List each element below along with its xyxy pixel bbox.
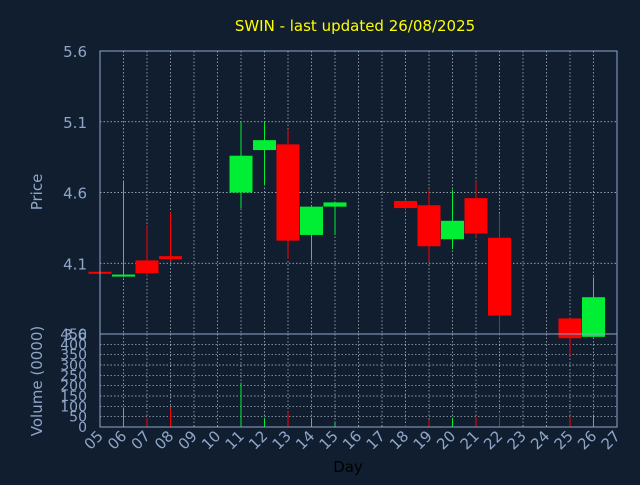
panel-frames <box>99 50 618 428</box>
x-tick-label: 19 <box>410 427 436 453</box>
price-tick-label: 3.6 <box>63 326 87 344</box>
x-axis-label: Day <box>333 458 363 476</box>
axis-tick-labels: 5.65.14.64.13.64504003503002502001501005… <box>60 43 624 453</box>
candle-up <box>441 189 464 250</box>
volume-tick-label: 350 <box>60 348 87 364</box>
volume-tick-label: 450 <box>60 327 87 343</box>
grid-lines <box>100 51 617 427</box>
candle-down <box>394 199 417 211</box>
candle-down <box>159 212 182 262</box>
candle-down <box>488 213 511 336</box>
x-tick-label: 15 <box>316 427 342 453</box>
x-tick-label: 27 <box>598 427 624 453</box>
price-tick-label: 4.1 <box>63 255 87 273</box>
volume-tick-label: 400 <box>60 337 87 353</box>
volume-tick-label: 250 <box>60 368 87 384</box>
x-tick-label: 14 <box>292 427 318 453</box>
x-tick-label: 17 <box>363 427 389 453</box>
candle-up <box>253 121 276 186</box>
x-tick-label: 22 <box>480 427 506 453</box>
price-candles <box>88 121 605 356</box>
price-tick-label: 5.6 <box>63 43 87 61</box>
x-tick-label: 07 <box>128 427 154 453</box>
volume-tick-label: 300 <box>60 358 87 374</box>
candle-down <box>417 189 441 262</box>
x-tick-label: 08 <box>151 427 177 453</box>
candle-up <box>112 181 135 278</box>
x-tick-label: 26 <box>574 427 600 453</box>
volume-tick-label: 200 <box>60 379 87 395</box>
chart-title: SWIN - last updated 26/08/2025 <box>235 17 475 35</box>
volume-tick-label: 0 <box>78 420 87 436</box>
x-tick-label: 20 <box>433 427 459 453</box>
candle-down <box>558 317 582 356</box>
price-axis-label: Price <box>28 174 46 211</box>
x-tick-label: 11 <box>222 427 248 453</box>
candle-down <box>464 181 488 238</box>
x-tick-label: 06 <box>104 427 130 453</box>
candle-up <box>323 202 347 235</box>
x-tick-label: 09 <box>175 427 201 453</box>
price-tick-label: 5.1 <box>63 114 87 132</box>
candle-down <box>135 225 159 276</box>
candle-down <box>276 128 300 260</box>
x-tick-label: 23 <box>504 427 530 453</box>
candle-up <box>229 121 253 209</box>
x-tick-label: 10 <box>198 427 224 453</box>
x-tick-label: 12 <box>245 427 271 453</box>
candle-up <box>300 206 323 261</box>
candle-up <box>582 277 605 337</box>
volume-tick-label: 50 <box>69 410 87 426</box>
x-tick-label: 18 <box>386 427 412 453</box>
x-tick-label: 25 <box>551 427 577 453</box>
x-tick-label: 16 <box>339 427 365 453</box>
x-tick-label: 24 <box>527 427 553 453</box>
volume-panel-frame <box>99 333 618 428</box>
volume-bars <box>123 382 594 427</box>
x-tick-label: 13 <box>269 427 295 453</box>
volume-tick-label: 150 <box>60 389 87 405</box>
volume-tick-label: 100 <box>60 399 87 415</box>
x-tick-label: 21 <box>457 427 483 453</box>
volume-axis-label: Volume (0000) <box>28 326 46 436</box>
price-tick-label: 4.6 <box>63 185 87 203</box>
